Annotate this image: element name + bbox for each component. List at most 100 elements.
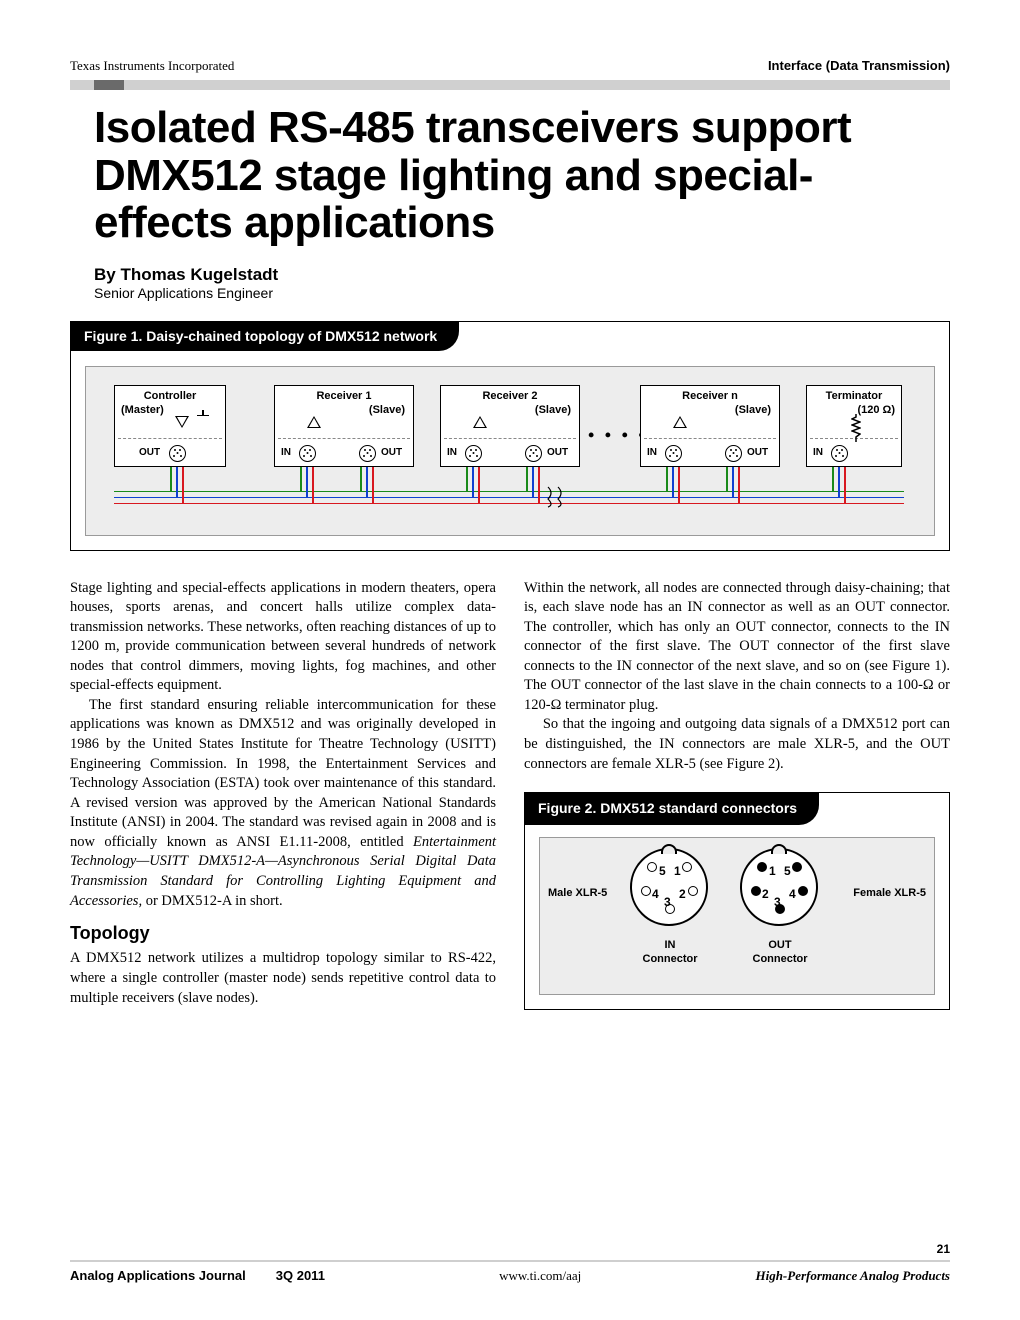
port-in: IN (813, 447, 823, 458)
driver-triangle (175, 416, 189, 428)
xlr-connector-icon (831, 445, 848, 462)
wire (726, 467, 728, 491)
wire (182, 467, 184, 503)
figure-1-label: Figure 1. Daisy-chained topology of DMX5… (70, 321, 459, 351)
node-receiver-n: Receiver n (Slave) IN OUT (640, 385, 780, 467)
male-xlr-connector: 1 2 3 4 5 (630, 848, 708, 926)
pin-label-2: 2 (679, 886, 686, 902)
article-title: Isolated RS-485 transceivers support DMX… (94, 104, 950, 247)
port-in: IN (281, 447, 291, 458)
figure-1-diagram: Controller (Master) OUT Receiver 1 (Slav… (85, 366, 935, 536)
node-controller: Controller (Master) OUT (114, 385, 226, 467)
pin (682, 862, 692, 872)
wire (526, 467, 528, 491)
paragraph-2c: or DMX512-A in short. (142, 893, 283, 909)
author-byline: By Thomas Kugelstadt (94, 265, 950, 285)
node-terminator: Terminator (120 Ω) IN (806, 385, 902, 467)
port-out: OUT (547, 447, 568, 458)
female-xlr-label: Female XLR-5 (853, 886, 926, 901)
pin (647, 862, 657, 872)
out-connector-caption: OUT Connector (750, 938, 810, 967)
pin (798, 886, 808, 896)
page-footer: Analog Applications Journal 3Q 2011 www.… (70, 1260, 950, 1284)
receiver-triangle (307, 416, 321, 428)
pin-label-2: 2 (762, 886, 769, 902)
paragraph-2: The first standard ensuring reliable int… (70, 696, 496, 911)
header-section: Interface (Data Transmission) (768, 58, 950, 74)
pin-label-3: 3 (774, 894, 781, 910)
xlr-connector-icon (725, 445, 742, 462)
wire (838, 467, 840, 497)
pin-label-4: 4 (652, 886, 659, 902)
node-receiver-1: Receiver 1 (Slave) IN OUT (274, 385, 414, 467)
wire (312, 467, 314, 503)
wire (306, 467, 308, 497)
wire (472, 467, 474, 497)
wire (678, 467, 680, 503)
header-bar (70, 80, 950, 90)
wire (844, 467, 846, 503)
paragraph-4: Within the network, all nodes are connec… (524, 579, 950, 716)
ellipsis: • • • • (588, 425, 648, 446)
node-title: Terminator (807, 390, 901, 402)
receiver-triangle (673, 416, 687, 428)
wire (360, 467, 362, 491)
figure-2: Figure 2. DMX512 standard connectors Mal… (524, 792, 950, 1010)
column-right: Within the network, all nodes are connec… (524, 579, 950, 1039)
pin (751, 886, 761, 896)
wire (372, 467, 374, 503)
node-title: Receiver 2 (441, 390, 579, 402)
column-left: Stage lighting and special-effects appli… (70, 579, 496, 1039)
port-out: OUT (139, 447, 160, 458)
footer-issue: 3Q 2011 (276, 1268, 325, 1284)
connector-notch (661, 844, 677, 854)
resistor-icon (851, 414, 861, 442)
pin (641, 886, 651, 896)
wire (170, 467, 172, 491)
pin-label-4: 4 (789, 886, 796, 902)
node-title: Receiver n (641, 390, 779, 402)
wire (478, 467, 480, 503)
wire-data-plus (114, 491, 904, 493)
paragraph-5: So that the ingoing and outgoing data si… (524, 715, 950, 774)
paragraph-3: A DMX512 network utilizes a multidrop to… (70, 949, 496, 1008)
wire (732, 467, 734, 497)
dash-line (644, 438, 776, 439)
xlr-connector-icon (169, 445, 186, 462)
dash-line (278, 438, 410, 439)
node-sub: (Slave) (641, 404, 779, 416)
wire (532, 467, 534, 497)
port-out: OUT (747, 447, 768, 458)
pin (757, 862, 767, 872)
pin-label-1: 1 (674, 863, 681, 879)
wire-data-minus (114, 503, 904, 505)
xlr-connector-icon (359, 445, 376, 462)
author-role: Senior Applications Engineer (94, 285, 950, 301)
footer-journal: Analog Applications Journal (70, 1268, 246, 1284)
connector-notch (771, 844, 787, 854)
xlr-connector-icon (299, 445, 316, 462)
paragraph-2a: The first standard ensuring reliable int… (70, 697, 496, 850)
node-sub: (Slave) (441, 404, 579, 416)
wire (366, 467, 368, 497)
dash-line (444, 438, 576, 439)
header-company: Texas Instruments Incorporated (70, 58, 234, 74)
cable-break-icon (546, 485, 568, 509)
port-out: OUT (381, 447, 402, 458)
section-heading-topology: Topology (70, 921, 496, 945)
node-sub: (Slave) (275, 404, 413, 416)
port-in: IN (647, 447, 657, 458)
footer-tagline: High-Performance Analog Products (755, 1268, 950, 1284)
node-title: Receiver 1 (275, 390, 413, 402)
pin-label-1: 1 (769, 863, 776, 879)
wire (538, 467, 540, 503)
paragraph-1: Stage lighting and special-effects appli… (70, 579, 496, 696)
xlr-connector-icon (525, 445, 542, 462)
pin-label-5: 5 (659, 863, 666, 879)
wire (300, 467, 302, 491)
pin-label-3: 3 (664, 894, 671, 910)
figure-2-label: Figure 2. DMX512 standard connectors (524, 792, 819, 825)
wire (738, 467, 740, 503)
pin-label-5: 5 (784, 863, 791, 879)
pin (688, 886, 698, 896)
